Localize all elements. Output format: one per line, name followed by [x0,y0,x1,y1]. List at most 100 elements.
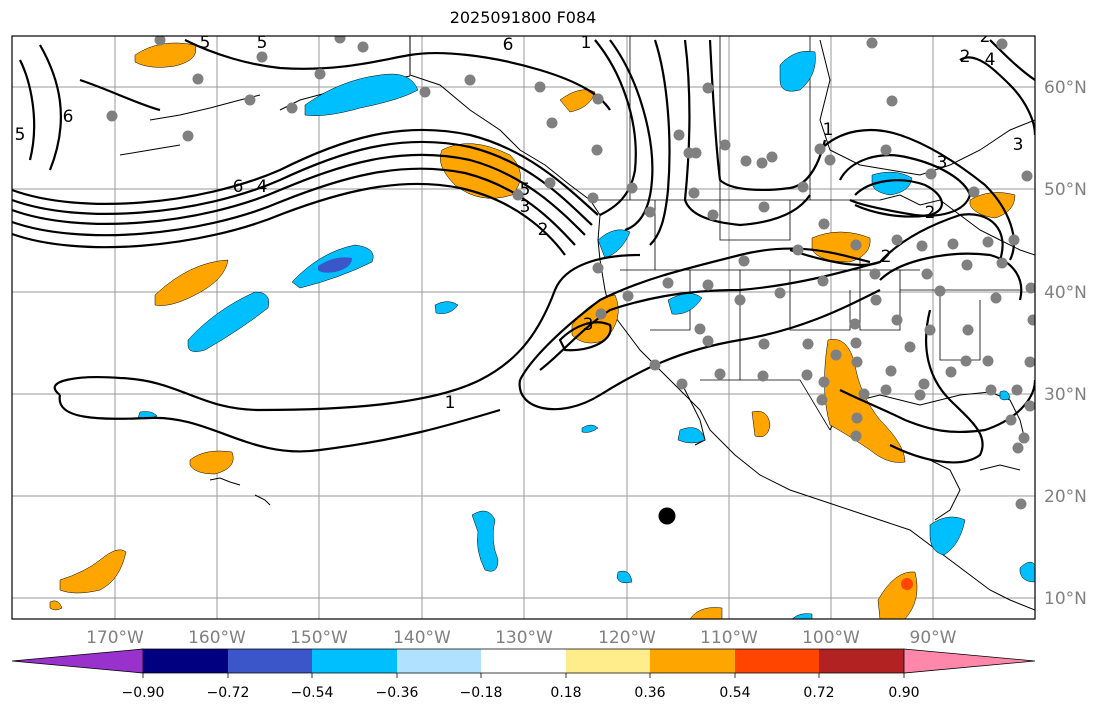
station-dot [1012,442,1024,454]
station-dot [869,268,881,280]
station-dot [673,129,685,141]
storm-center-marker [658,507,676,525]
colorbar-segment [11,648,144,674]
station-dot [1005,414,1017,426]
station-dot [818,218,830,230]
station-dot [1024,400,1035,412]
contour-label: 3 [520,197,531,217]
station-dot [925,168,937,180]
station-dot [885,365,897,377]
station-dot [961,259,973,271]
contour-label: 5 [200,33,211,53]
station-dot [797,181,809,193]
station-dot [622,290,634,302]
station-dot [918,378,930,390]
colorbar-segment [397,649,481,673]
station-dot [1008,234,1020,246]
station-dot [688,187,700,199]
station-dot [968,186,980,198]
station-dot [756,157,768,169]
colorbar-segment [228,649,312,673]
contour-label: 3 [1013,135,1024,155]
station-dot [1015,498,1027,510]
colorbar-tick-label: 0.72 [803,685,834,701]
station-dot [1011,384,1023,396]
station-dot [996,257,1008,269]
latitude-labels: 60°N 50°N 40°N 30°N 20°N 10°N [1044,78,1087,609]
contour-label: 1 [581,33,592,53]
station-dot [738,255,750,267]
station-dot [962,324,974,336]
longitude-label: 100°W [802,628,860,648]
longitude-label: 170°W [86,628,144,648]
colorbar [11,648,1036,674]
station-dot [916,240,928,252]
contour-label: 2 [960,47,971,67]
station-dot [924,324,936,336]
longitude-label: 110°W [700,628,758,648]
station-dot [870,294,882,306]
contour-label: 2 [980,27,991,47]
station-dot [814,143,826,155]
contour-label: 4 [985,50,996,70]
strong-anomaly-spot [901,578,913,590]
station-dot [702,279,714,291]
station-dot [849,318,861,330]
contour-label: 4 [257,177,268,197]
station-dot [707,209,719,221]
station-dot [985,384,997,396]
contour-label: 1 [445,393,456,413]
station-dot [256,51,268,63]
station-markers [106,36,1035,510]
station-dot [419,86,431,98]
station-dot [544,177,556,189]
longitude-label: 90°W [910,628,957,648]
station-dot [802,338,814,350]
station-dot [592,93,604,105]
colorbar-tick-label: −0.90 [122,685,165,701]
contour-label: 1 [823,120,834,140]
contour-label: 6 [63,107,74,127]
colorbar-segment [481,649,566,673]
station-dot [740,155,752,167]
station-dot [1024,356,1035,368]
colorbar-tick-label: 0.90 [888,685,919,701]
station-dot [886,95,898,107]
colorbar-segment [903,648,1036,674]
contour-label: 2 [881,247,892,267]
station-dot [464,74,476,86]
station-dot [850,337,862,349]
station-dot [945,366,957,378]
colorbar-tick-label: 0.18 [550,685,581,701]
contour-label: 6 [503,35,514,55]
station-dot [154,36,166,46]
station-dot [357,41,369,53]
station-dot [921,268,933,280]
negative-anomaly-areas [137,51,1035,619]
station-dot [792,244,804,256]
colorbar-tick-labels: −0.90 −0.72 −0.54 −0.36 −0.18 0.18 0.36 0.54 0.7… [122,673,920,701]
station-dot [801,369,813,381]
station-dot [702,335,714,347]
station-dot [106,110,118,122]
station-dot [182,130,194,142]
station-dot [546,117,558,129]
station-dot [690,147,702,159]
colorbar-tick-label: 0.36 [634,685,665,701]
station-dot [592,262,604,274]
station-dot [830,349,842,361]
station-dot [1018,432,1030,444]
station-dot [816,394,828,406]
longitude-label: 160°W [188,628,246,648]
station-dot [996,38,1008,50]
station-dot [244,94,256,106]
contour-label: 3 [583,315,594,335]
station-dot [649,359,661,371]
contour-label: 2 [538,220,549,240]
colorbar-tick-label: −0.18 [460,685,503,701]
station-dot [858,388,870,400]
contour-label: 5 [257,33,268,53]
station-dot [1025,282,1035,294]
station-dot [851,412,863,424]
latitude-label: 20°N [1044,487,1087,507]
